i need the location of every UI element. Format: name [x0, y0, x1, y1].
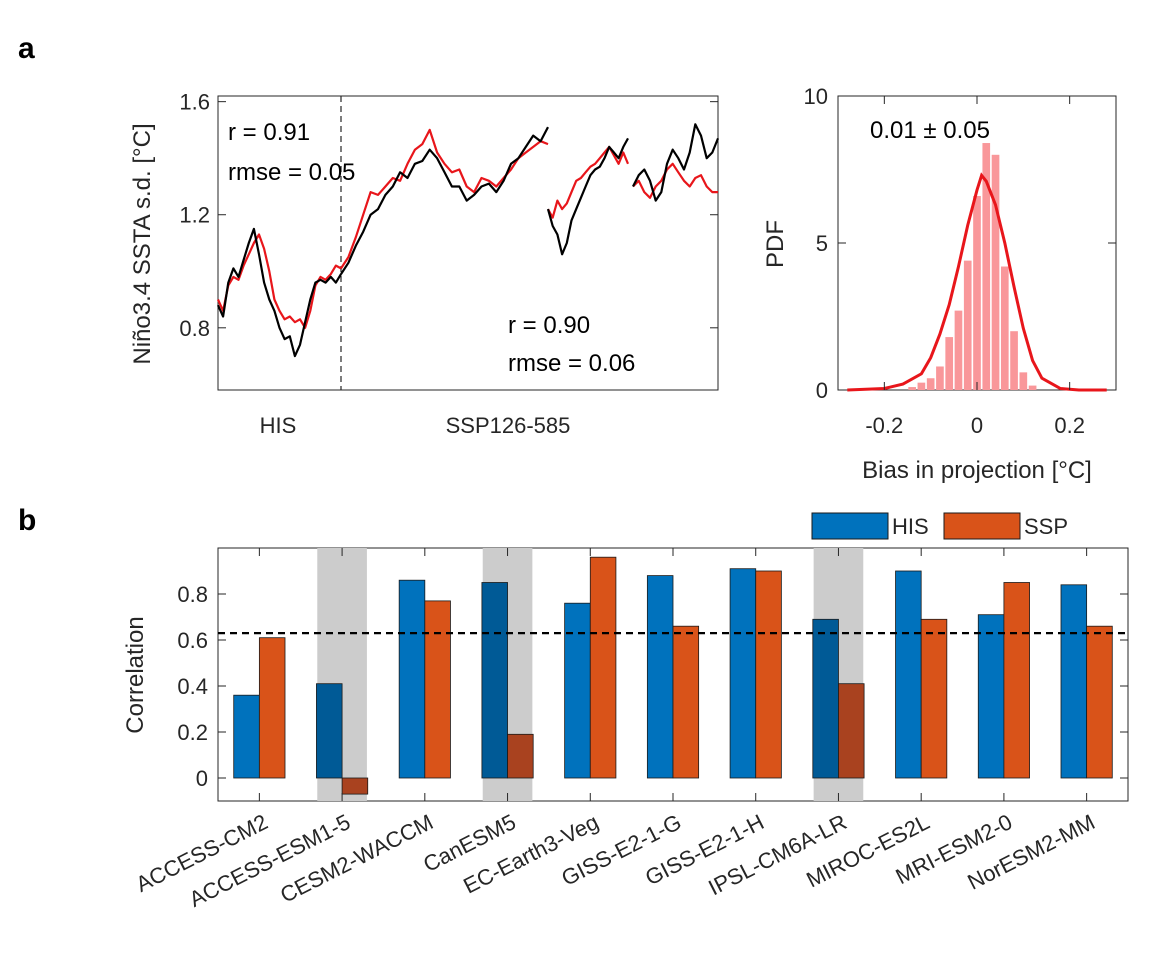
timeseries-y-ticks: 0.8 1.2 1.6 — [179, 90, 718, 341]
ssp-bar-ec-earth3-veg — [589, 556, 617, 779]
ssp-bar-ipsl-cm6a-lr — [838, 683, 865, 779]
pdf-histogram-bar — [954, 310, 963, 390]
ssp-bar-giss-e2-1-h — [755, 570, 782, 779]
pdf-y-axis-label: PDF — [762, 220, 789, 268]
legend-ssp-swatch — [943, 512, 1021, 540]
pdf-histogram-bar — [1000, 266, 1009, 390]
pdf-x-axis-label: Bias in projection [°C] — [862, 457, 1092, 484]
timeseries-lines — [216, 123, 720, 358]
ssp-bar-access-cm2 — [258, 637, 286, 779]
pdf-ytick-label: 5 — [816, 231, 828, 256]
correlation-category-labels: ACCESS-CM2ACCESS-ESM1-5CESM2-WACCMCanESM… — [132, 809, 1099, 912]
ssp-bar-cesm2-waccm — [424, 600, 451, 779]
xcat-his-label: HIS — [260, 413, 297, 438]
correlation-ticks: 0 0.2 0.4 0.6 0.8 — [177, 548, 1128, 801]
pdf-fit-curve — [847, 172, 1107, 392]
corr-ytick-label: 0.6 — [177, 628, 208, 653]
corr-ytick-label: 0.4 — [177, 674, 208, 699]
pdf-histogram-bar — [973, 195, 981, 390]
pdf-histogram-bar — [945, 337, 954, 390]
his-bar-access-cm2 — [233, 694, 260, 779]
xcat-ssp-label: SSP126-585 — [446, 413, 571, 438]
ts-ytick-label: 1.2 — [179, 203, 210, 228]
pdf-ytick-label: 10 — [804, 84, 828, 109]
corr-ytick-label: 0.2 — [177, 720, 208, 745]
red-series-segment-1 — [340, 128, 549, 270]
his-bar-mri-esm2-0 — [977, 614, 1005, 779]
corr-ytick-label: 0.8 — [177, 582, 208, 607]
panel-a-label: a — [18, 32, 35, 65]
pdf-xtick-label: 0.2 — [1054, 413, 1085, 438]
legend-his-label: HIS — [892, 514, 929, 539]
his-rmse-annotation: rmse = 0.05 — [228, 159, 355, 186]
his-bar-access-esm1-5 — [316, 683, 343, 779]
black-series-segment-0 — [216, 227, 342, 358]
legend-his-swatch — [811, 512, 889, 540]
ssp-bar-noresm2-mm — [1086, 625, 1113, 779]
pdf-ytick-label: 0 — [816, 378, 828, 403]
pdf-histogram-bar — [908, 387, 916, 390]
bias-pdf-chart: -0.2 0 0.2 0 5 10 0.01 ± 0.05 Bias in project… — [762, 84, 1117, 484]
correlation-bars — [233, 556, 1113, 795]
black-series-segment-3 — [632, 123, 720, 202]
pdf-histogram-bar — [963, 260, 972, 390]
correlation-legend: HIS SSP — [811, 512, 1068, 540]
his-bar-miroc-es2l — [895, 570, 922, 779]
his-bar-giss-e2-1-g — [646, 575, 674, 779]
ts-ytick-label: 0.8 — [179, 316, 210, 341]
pdf-histogram-bar — [926, 378, 935, 390]
ssp-bar-mri-esm2-0 — [1003, 582, 1030, 779]
his-bar-canesm5 — [481, 582, 508, 779]
red-series-segment-0 — [216, 233, 342, 329]
pdf-histogram-bar — [936, 366, 944, 390]
his-bar-ipsl-cm6a-lr — [812, 618, 839, 779]
ssp-bar-access-esm1-5 — [341, 777, 369, 795]
timeseries-chart: 0.81.21.6 r = 0.91 rmse = 0.05 r = 0.90 … — [129, 90, 720, 438]
black-series-segment-2 — [546, 137, 629, 256]
pdf-mean-std-annotation: 0.01 ± 0.05 — [870, 117, 990, 144]
his-bar-noresm2-mm — [1060, 584, 1088, 779]
corr-ytick-label: 0 — [196, 766, 208, 791]
his-bar-ec-earth3-veg — [564, 602, 591, 779]
ssp-bar-canesm5 — [507, 733, 534, 779]
his-bar-giss-e2-1-h — [729, 568, 757, 779]
his-bar-cesm2-waccm — [398, 579, 426, 779]
pdf-xtick-label: 0 — [971, 413, 983, 438]
pdf-histogram-bar — [1019, 372, 1028, 390]
ssp-rmse-annotation: rmse = 0.06 — [508, 350, 635, 377]
correlation-y-axis-label: Correlation — [122, 616, 149, 733]
category-label: IPSL-CM6A-LR — [704, 809, 850, 900]
pdf-histogram-bar — [982, 143, 991, 390]
pdf-histogram-bar — [991, 154, 1000, 390]
pdf-histogram-bar — [1028, 385, 1037, 390]
red-series-segment-3 — [632, 162, 718, 199]
red-series-segment-2 — [547, 145, 630, 219]
ts-ytick-label: 1.6 — [179, 90, 210, 115]
pdf-histogram-bar — [917, 382, 926, 390]
timeseries-y-axis-label: Niño3.4 SSTA s.d. [°C] — [129, 123, 156, 364]
ssp-bar-giss-e2-1-g — [672, 625, 700, 779]
pdf-histogram-bars — [908, 143, 1037, 390]
black-series-segment-1 — [340, 126, 549, 275]
ssp-r-annotation: r = 0.90 — [508, 312, 590, 339]
his-r-annotation: r = 0.91 — [228, 119, 310, 146]
pdf-histogram-bar — [1010, 331, 1018, 390]
legend-ssp-label: SSP — [1024, 514, 1068, 539]
pdf-xtick-label: -0.2 — [865, 413, 903, 438]
correlation-chart: 0 0.2 0.4 0.6 0.8 ACCESS-CM2ACCESS-ESM1-5CES… — [122, 512, 1129, 912]
panel-b-label: b — [18, 504, 36, 537]
pdf-ticks: -0.2 0 0.2 0 5 10 — [804, 84, 1116, 438]
ssp-bar-miroc-es2l — [920, 618, 948, 779]
